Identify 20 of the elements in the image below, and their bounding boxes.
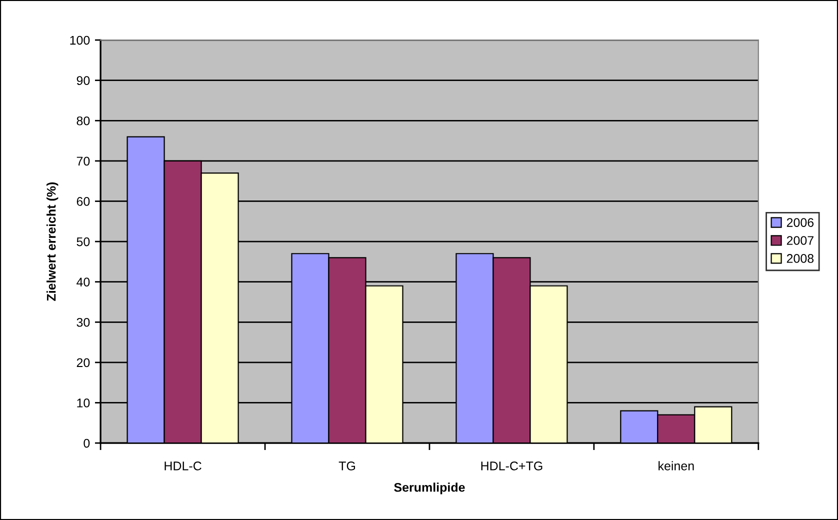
y-tick-label: 80 xyxy=(76,116,90,126)
legend-label: 2007 xyxy=(786,236,814,245)
y-tick-label: 30 xyxy=(76,318,90,327)
legend-label: 2006 xyxy=(786,218,814,227)
x-tick-label: HDL-C xyxy=(164,462,202,470)
x-tick-label: keinen xyxy=(658,461,694,470)
y-tick-label: 50 xyxy=(76,237,90,246)
y-tick-label: 90 xyxy=(76,76,90,85)
x-tick-label: TG xyxy=(338,462,355,470)
y-tick-label: 20 xyxy=(76,358,90,368)
y-tick-label: 70 xyxy=(76,156,90,166)
legend-label: 2008 xyxy=(786,254,814,263)
y-tick-label: 100 xyxy=(70,36,90,45)
y-tick-label: 60 xyxy=(76,197,90,206)
x-axis-title: Serumlipide xyxy=(394,482,465,494)
y-axis-title: Zielwert erreicht (%) xyxy=(46,182,58,301)
y-tick-label: 10 xyxy=(77,398,90,408)
y-tick-label: 0 xyxy=(84,438,90,448)
y-tick-label: 40 xyxy=(76,278,90,286)
x-tick-label: HDL-C+TG xyxy=(481,462,542,470)
